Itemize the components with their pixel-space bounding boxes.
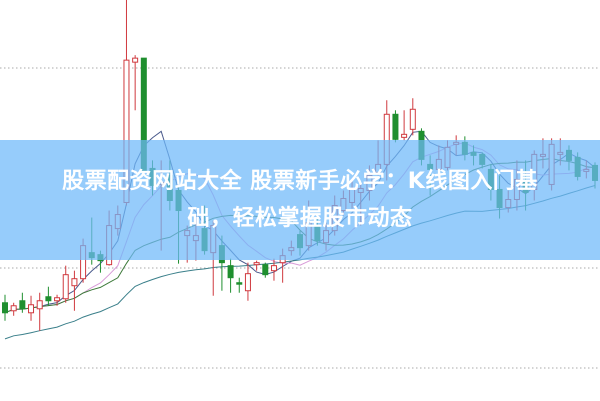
candle-body bbox=[36, 300, 43, 310]
candle-body bbox=[227, 265, 234, 279]
candle-body bbox=[28, 304, 35, 314]
candle-body bbox=[244, 273, 251, 292]
candle bbox=[10, 302, 17, 316]
candle-body bbox=[132, 57, 139, 63]
candle bbox=[392, 110, 399, 143]
candle-body bbox=[10, 305, 17, 312]
title-line-2: 础，轻松掌握股市动态 bbox=[187, 206, 413, 231]
candle-body bbox=[62, 274, 69, 300]
candle bbox=[54, 294, 61, 306]
candle-body bbox=[270, 265, 277, 272]
title-line-1: 股票配资网站大全 股票新手必学：K线图入门基 bbox=[62, 169, 538, 194]
candle-body bbox=[45, 296, 52, 302]
candle bbox=[244, 262, 251, 301]
candle-body bbox=[392, 113, 399, 140]
candle-body bbox=[54, 297, 61, 302]
candle bbox=[45, 286, 52, 306]
candle-body bbox=[2, 302, 8, 314]
candle-body bbox=[262, 264, 269, 276]
candle bbox=[253, 260, 260, 271]
candle-body bbox=[409, 108, 416, 130]
candle-body bbox=[253, 262, 260, 266]
candle bbox=[19, 292, 26, 313]
candle bbox=[132, 55, 139, 111]
candle-body bbox=[19, 300, 26, 310]
candle bbox=[2, 294, 8, 321]
candle bbox=[401, 110, 408, 141]
candle-body bbox=[401, 133, 408, 138]
candle-body bbox=[71, 278, 78, 287]
candle bbox=[236, 277, 243, 293]
candle bbox=[62, 265, 69, 303]
candle-body bbox=[236, 282, 243, 285]
candle bbox=[71, 270, 78, 311]
candle bbox=[36, 292, 43, 331]
candle bbox=[409, 98, 416, 136]
candle bbox=[262, 262, 269, 278]
candle bbox=[227, 258, 234, 293]
candle bbox=[270, 258, 277, 281]
title-banner: 股票配资网站大全 股票新手必学：K线图入门基 础，轻松掌握股市动态 bbox=[0, 140, 600, 260]
candle bbox=[28, 295, 35, 321]
